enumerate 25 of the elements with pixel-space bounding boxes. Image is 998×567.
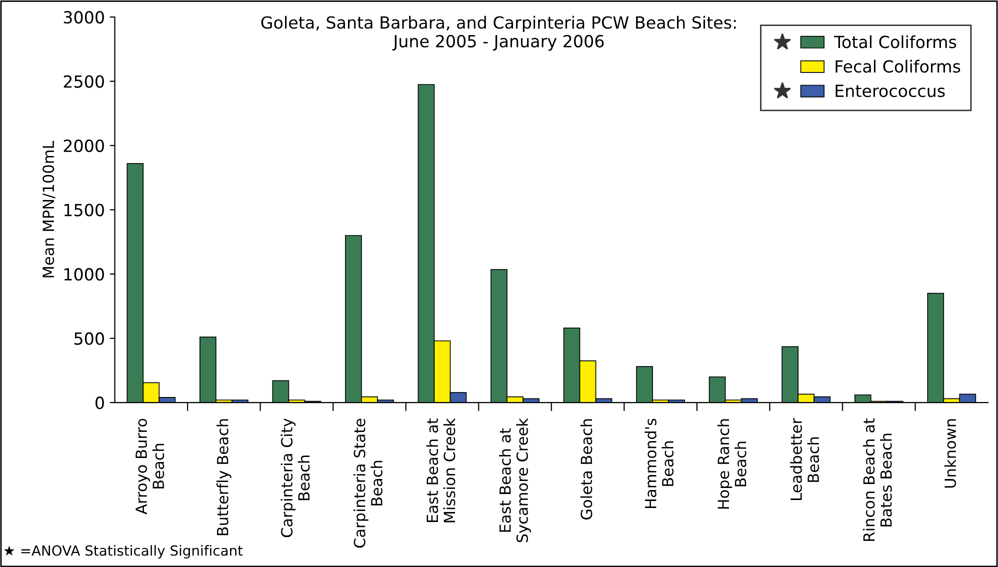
text: ★ =ANOVA Statistically Significant (4, 545, 243, 558)
x-tick-label: Unknown (944, 419, 956, 488)
x-tick-label: Goleta Beach (580, 419, 592, 520)
legend-label: Fecal Coliforms (836, 60, 960, 73)
y-tick-label: 3000 (64, 10, 104, 24)
y-tick-label: 1000 (64, 268, 104, 281)
x-tick-label: East Beach at Mission Creek (426, 418, 456, 522)
x-tick-label: Rincon Beach at Bates Beach (862, 418, 892, 541)
legend-label: Total Coliforms (834, 35, 956, 48)
y-tick-label: 2000 (64, 139, 104, 152)
x-tick-label: Carpinteria State Beach (354, 418, 382, 548)
x-tick-label: Hope Ranch Beach (717, 419, 746, 509)
y-tick-label: 2500 (64, 75, 104, 88)
x-tick-label: East Beach at Sycamore Creek (499, 418, 531, 542)
x-tick-label: Arroyo Burro Beach (136, 418, 164, 514)
chart-title: Goleta, Santa Barbara, and Carpinteria PCW Beach Sites: June 2005 - January 2006 (261, 16, 736, 51)
y-axis-title: Mean MPN/100mL (42, 140, 56, 278)
x-tick-label: Carpinteria City Beach (280, 418, 310, 538)
y-tick-label: 500 (74, 332, 104, 345)
legend-label: Enterococcus (836, 84, 945, 98)
x-tick-label: Hammond's Beach (644, 418, 674, 508)
y-tick-label: 0 (96, 396, 104, 410)
x-tick-label: Butterfly Beach (216, 419, 232, 536)
y-tick-label: 1500 (64, 204, 104, 216)
x-tick-label: Leadbetter Beach (790, 418, 820, 500)
